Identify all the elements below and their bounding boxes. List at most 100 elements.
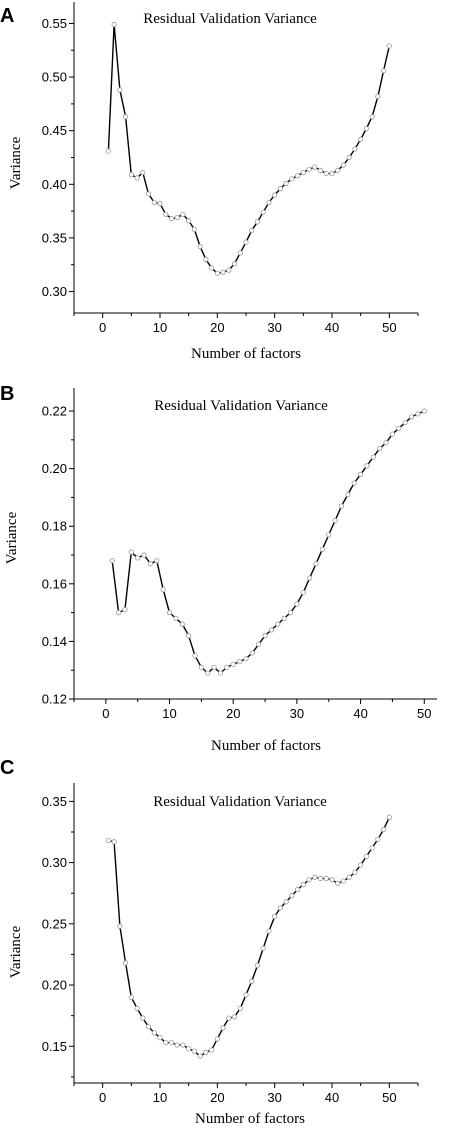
- panel-a-data-point: [191, 226, 197, 232]
- panel-c-data-point: [163, 1039, 169, 1046]
- panel-c-series-line: [108, 817, 390, 1057]
- panel-a-data-point: [294, 173, 301, 179]
- panel-c-data-point: [300, 882, 306, 888]
- panel-b-data-point: [186, 633, 192, 639]
- panel-b-series-line: [111, 410, 425, 675]
- panel-b-data-point: [122, 607, 128, 613]
- panel-a-y-tick-label: 0.30: [42, 284, 67, 299]
- panel-a-data-point: [300, 169, 306, 176]
- panel-c-y-tick-label: 0.25: [42, 916, 67, 931]
- panel-c-data-point: [323, 875, 329, 882]
- panel-c-data-point: [380, 826, 387, 833]
- panel-b-x-axis-label: Number of factors: [211, 738, 321, 754]
- panel-c: C Residual Validation Variance Number of…: [0, 757, 419, 1127]
- panel-c-letter: C: [0, 757, 14, 779]
- panel-a-data-point: [317, 167, 324, 173]
- panel-a-data-point: [174, 214, 180, 221]
- panel-b-data-point: [408, 414, 415, 420]
- panel-c-x-tick-label: 50: [382, 1090, 396, 1105]
- panel-b-title: Residual Validation Variance: [154, 398, 328, 414]
- panel-c-x-tick-label: 0: [99, 1090, 106, 1105]
- panel-b-data-point: [377, 445, 383, 452]
- panel-c-data-point: [174, 1042, 180, 1048]
- panel-a-data-point: [105, 148, 112, 154]
- panel-b-data-point: [192, 653, 198, 659]
- panel-c-data-point: [272, 913, 278, 920]
- panel-a-y-tick-label: 0.45: [42, 123, 67, 138]
- panel-b-data-point: [166, 610, 173, 616]
- panel-b-data-point: [389, 431, 396, 437]
- panel-c-data-point: [369, 845, 375, 851]
- panel-a-x-tick-label: 40: [325, 320, 339, 335]
- panel-a-data-point: [151, 199, 157, 206]
- panel-a-y-tick-label: 0.35: [42, 230, 67, 245]
- panel-b-data-point: [211, 664, 217, 670]
- panel-b-letter: B: [0, 383, 14, 405]
- panel-b-data-point: [128, 549, 134, 555]
- panel-c-data-point: [209, 1047, 215, 1053]
- panel-a-data-point: [260, 209, 266, 215]
- panel-c-plot-area: 0 10 20 30 40 50 0.15 0.20 0.25 0.30 0.35: [42, 783, 419, 1105]
- panel-a-data-point: [197, 243, 203, 250]
- panel-c-data-point: [117, 923, 123, 929]
- panel-a-x-tick-label: 50: [382, 320, 396, 335]
- panel-c-x-tick-label: 10: [153, 1090, 167, 1105]
- panel-c-data-point: [214, 1036, 220, 1042]
- panel-c-title: Residual Validation Variance: [153, 794, 327, 810]
- panel-c-data-point: [363, 853, 369, 860]
- panel-c-y-axis-label: Variance: [8, 925, 24, 978]
- panel-a-data-point: [163, 211, 169, 217]
- panel-a-data-point: [346, 154, 352, 161]
- panel-a-data-point: [117, 87, 123, 93]
- panel-b-data-point: [383, 440, 389, 446]
- panel-a-data-point: [145, 191, 152, 197]
- panel-c-data-point: [358, 862, 364, 868]
- panel-b-data-point: [326, 532, 332, 538]
- panel-b-data-point: [249, 650, 255, 656]
- panel-c-data-point: [294, 886, 301, 893]
- panel-c-y-tick-label: 0.35: [42, 794, 67, 809]
- panel-b-data-point: [370, 454, 376, 460]
- panel-a-data-point: [249, 227, 255, 234]
- panel-b-data-point: [402, 419, 408, 426]
- panel-b-data-point: [109, 558, 115, 564]
- panel-a-data-point: [369, 114, 375, 120]
- panel-b-data-point: [421, 408, 427, 414]
- panel-a-data-point: [272, 192, 278, 198]
- panel-a-data-point: [375, 93, 381, 99]
- panel-a-data-point: [231, 261, 238, 267]
- panel-a-letter: A: [0, 5, 14, 27]
- panel-b-data-point: [173, 615, 179, 621]
- panel-b-data-point: [300, 589, 306, 596]
- panel-b-data-point: [338, 503, 345, 509]
- panel-a-data-point: [140, 169, 146, 176]
- panel-a-data-point: [266, 199, 272, 206]
- panel-c-data-point: [340, 878, 347, 884]
- panel-a-x-tick-label: 10: [153, 320, 167, 335]
- panel-b-plot-area: 0 10 20 30 40 50 0.12 0.14 0.16 0.18 0.20 0.22: [42, 388, 437, 721]
- panel-b-data-point: [205, 670, 211, 676]
- panel-b-data-point: [230, 661, 236, 668]
- panel-c-data-point: [151, 1030, 157, 1036]
- panel-a-title: Residual Validation Variance: [143, 11, 317, 27]
- panel-a-y-tick-label: 0.40: [42, 177, 67, 192]
- panel-a-data-point: [283, 180, 289, 186]
- panel-b-data-point: [135, 555, 141, 561]
- panel-c-data-point: [254, 962, 261, 969]
- panel-b-data-point: [351, 480, 357, 486]
- panel-a: A Residual Validation Variance Number of…: [0, 2, 419, 362]
- panel-c-data-point: [226, 1015, 232, 1021]
- panel-c-data-point: [335, 880, 341, 887]
- panel-c-x-tick-label: 20: [210, 1090, 224, 1105]
- panel-c-data-point: [346, 874, 352, 880]
- panel-a-plot-area: 0 10 20 30 40 50 0.30 0.35 0.40 0.45 0.50 0.55: [42, 2, 419, 335]
- panel-a-x-tick-label: 30: [267, 320, 281, 335]
- panel-a-data-point: [254, 219, 261, 225]
- panel-c-y-tick-label: 0.30: [42, 855, 67, 870]
- panel-a-y-axis-label: Variance: [8, 136, 24, 189]
- panel-a-data-point: [209, 265, 215, 271]
- panel-a-data-point: [352, 146, 358, 152]
- panel-c-y-tick-label: 0.15: [42, 1039, 67, 1054]
- panel-c-data-point: [145, 1024, 152, 1030]
- panel-a-y-tick-label: 0.50: [42, 70, 67, 85]
